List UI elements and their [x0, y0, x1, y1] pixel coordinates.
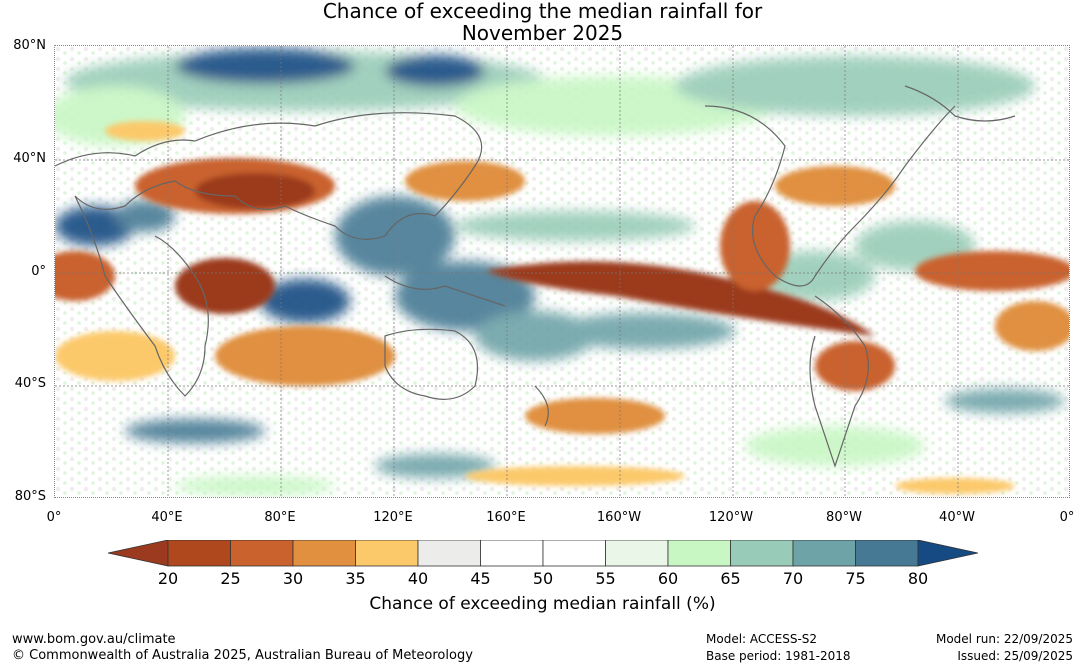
colorbar-segment — [792, 540, 856, 567]
colorbar — [108, 540, 978, 567]
colorbar-low-extend — [108, 540, 169, 567]
colorbar-segment — [667, 540, 731, 567]
colorbar-tick-label: 80 — [907, 569, 929, 588]
colorbar-tick-label: 60 — [657, 569, 679, 588]
lon-label-120e: 120°E — [373, 510, 413, 525]
footer-model: Model: ACCESS-S2 — [706, 632, 818, 646]
lon-label-40w: 40°W — [939, 510, 975, 525]
colorbar-tick-label: 75 — [845, 569, 866, 588]
colorbar-tick-label: 45 — [470, 569, 491, 588]
colorbar-tick-label: 35 — [345, 569, 366, 588]
lon-label-80w: 80°W — [826, 510, 862, 525]
lat-label-40s: 40°S — [14, 376, 46, 391]
colorbar-tick-label: 65 — [720, 569, 741, 588]
colorbar-segment — [542, 540, 606, 567]
colorbar-segment — [355, 540, 419, 567]
colorbar-segment — [417, 540, 481, 567]
lon-label-160w: 160°W — [596, 510, 642, 525]
colorbar-tick-label: 70 — [782, 569, 804, 588]
rainfall-probability-map — [54, 45, 1070, 498]
footer-website[interactable]: www.bom.gov.au/climate — [12, 632, 176, 647]
dry-anomaly-regions — [55, 121, 1069, 494]
map-svg — [55, 46, 1069, 497]
colorbar-segment — [730, 540, 794, 567]
title-line-2: November 2025 — [461, 21, 624, 45]
lon-label-80e: 80°E — [264, 510, 296, 525]
footer-model-run: Model run: 22/09/2025 — [935, 632, 1073, 646]
lat-label-80s: 80°S — [14, 489, 46, 504]
colorbar-title: Chance of exceeding median rainfall (%) — [369, 594, 716, 614]
colorbar-tick-label: 50 — [532, 569, 554, 588]
lat-label-0: 0° — [31, 264, 46, 279]
colorbar-segment — [230, 540, 294, 567]
colorbar-segment — [855, 540, 919, 567]
colorbar-segment — [480, 540, 544, 567]
colorbar-tick-label: 40 — [407, 569, 429, 588]
wet-anomaly-regions — [55, 48, 1065, 496]
coastlines — [55, 85, 1016, 468]
lat-label-80n: 80°N — [13, 38, 46, 53]
map-title: Chance of exceeding the median rainfall … — [0, 0, 1085, 44]
lon-label-0-west: 0° — [46, 510, 62, 525]
footer-issued: Issued: 25/09/2025 — [957, 649, 1073, 663]
graticule — [55, 46, 1069, 497]
footer-copyright: © Commonwealth of Australia 2025, Austra… — [12, 648, 473, 663]
lon-label-120w: 120°W — [708, 510, 754, 525]
lat-label-40n: 40°N — [13, 151, 46, 166]
colorbar-segment — [605, 540, 669, 567]
title-line-1: Chance of exceeding the median rainfall … — [322, 0, 763, 23]
colorbar-high-extend — [917, 540, 978, 567]
footer-base-period: Base period: 1981-2018 — [706, 649, 851, 663]
colorbar-segment — [292, 540, 356, 567]
colorbar-tick-label: 55 — [595, 569, 616, 588]
lon-label-160e: 160°E — [486, 510, 526, 525]
colorbar-tick-label: 25 — [220, 569, 241, 588]
lon-label-0-east: 0° — [1059, 510, 1075, 525]
colorbar-tick-label: 30 — [282, 569, 304, 588]
colorbar-tick-label: 20 — [157, 569, 179, 588]
lon-label-40e: 40°E — [151, 510, 183, 525]
colorbar-segment — [167, 540, 231, 567]
